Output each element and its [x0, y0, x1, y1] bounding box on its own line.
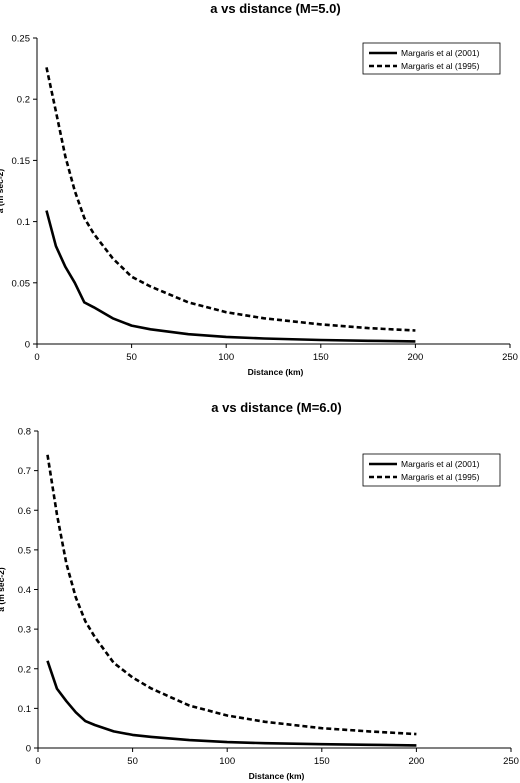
y-axis-label: a (m sec-2) [0, 169, 5, 214]
x-tick-label: 150 [314, 756, 330, 767]
y-tick-label: 0.2 [17, 95, 30, 106]
chart-title: a vs distance (M=6.0) [211, 400, 341, 415]
legend-box [362, 42, 501, 75]
y-tick-label: 0.7 [18, 466, 31, 477]
y-tick-label: 0 [25, 340, 30, 351]
x-tick-label: 150 [313, 352, 329, 363]
y-tick-label: 0.25 [12, 34, 31, 45]
y-tick-label: 0.8 [18, 427, 31, 438]
series-line-2001 [45, 210, 416, 343]
y-tick-label: 0.1 [17, 217, 30, 228]
x-tick-label: 250 [502, 352, 518, 363]
x-tick-label: 200 [408, 756, 424, 767]
x-tick-label: 100 [218, 352, 234, 363]
x-tick-label: 100 [219, 756, 235, 767]
y-tick-label: 0.15 [12, 156, 31, 167]
y-tick-label: 0.05 [12, 278, 31, 289]
x-axis-label: Distance (km) [249, 771, 305, 781]
x-tick-label: 50 [126, 352, 137, 363]
y-axis-label: a (m sec-2) [0, 567, 6, 612]
x-tick-label: 50 [127, 756, 138, 767]
chart-m6: a vs distance (M=6.0) 0 0.1 0.2 0.3 0.4 0.5 0.6… [0, 392, 520, 783]
y-tick-label: 0.5 [18, 545, 31, 556]
x-tick-label: 0 [35, 756, 40, 767]
series-line-2001 [46, 660, 417, 747]
chart-title: a vs distance (M=5.0) [210, 1, 340, 16]
chart-m6-svg: a vs distance (M=6.0) 0 0.1 0.2 0.3 0.4 0.5 0.6… [0, 400, 519, 781]
legend-box [362, 453, 501, 487]
legend: Margaris et al (2001) Margaris et al (199… [362, 453, 501, 487]
y-tick-label: 0.4 [18, 585, 31, 596]
y-tick-label: 0 [26, 744, 31, 755]
y-tick-label: 0.2 [18, 664, 31, 675]
x-tick-label: 200 [407, 352, 423, 363]
legend-label: Margaris et al (1995) [401, 61, 480, 71]
legend-label: Margaris et al (2001) [401, 459, 480, 469]
x-tick-label: 250 [503, 756, 519, 767]
y-tick-label: 0.1 [18, 704, 31, 715]
legend: Margaris et al (2001) Margaris et al (199… [362, 42, 501, 75]
y-tick-label: 0.6 [18, 506, 31, 517]
legend-label: Margaris et al (2001) [401, 48, 480, 58]
series-line-1995 [45, 67, 416, 332]
x-tick-label: 0 [34, 352, 39, 363]
legend-label: Margaris et al (1995) [401, 472, 480, 482]
y-tick-label: 0.3 [18, 625, 31, 636]
series-line-1995 [46, 454, 417, 736]
chart-m5-svg: a vs distance (M=5.0) 0 0.05 0.1 0.15 0.2 0.25… [0, 1, 518, 377]
chart-m5: a vs distance (M=5.0) 0 0.05 0.1 0.15 0.2 0.25… [0, 0, 520, 390]
x-axis-label: Distance (km) [248, 367, 304, 377]
